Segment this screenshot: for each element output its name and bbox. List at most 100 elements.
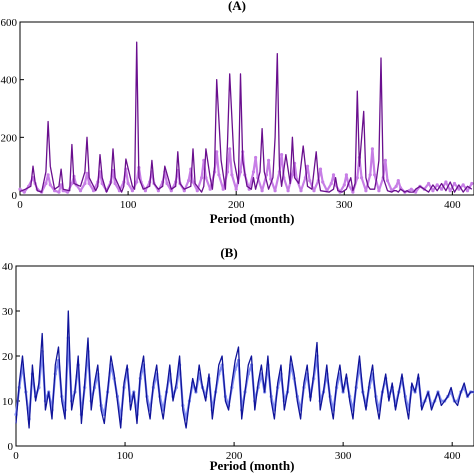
data-point-fitted <box>91 189 96 193</box>
data-point-fitted <box>344 173 348 177</box>
y-tick-label: 200 <box>1 132 18 144</box>
y-tick-label: 30 <box>2 306 14 318</box>
data-point-fitted <box>394 184 398 188</box>
data-point-fitted <box>273 189 277 193</box>
data-point-fitted <box>156 189 160 193</box>
series-line-observed <box>19 41 473 193</box>
data-point-fitted <box>59 183 63 187</box>
data-point-fitted <box>286 189 290 193</box>
data-point-fitted <box>48 183 52 187</box>
panel-b-series <box>14 310 474 429</box>
panel-b-y-ticks: 0 10 20 30 40 <box>2 261 20 453</box>
panel-a-y-ticks: 0 200 400 600 <box>1 17 24 202</box>
data-point-fitted <box>46 173 50 177</box>
data-point-fitted <box>234 187 238 191</box>
data-point-fitted <box>308 179 312 183</box>
data-point-fitted <box>78 189 83 193</box>
data-point-fitted <box>396 179 400 183</box>
data-point-fitted <box>200 176 204 180</box>
data-point-fitted <box>370 147 374 151</box>
data-point-fitted <box>18 187 22 191</box>
panel-a: (A) 0 200 400 600 0 100 200 300 400 Period (mon… <box>1 0 474 226</box>
data-point-fitted <box>383 158 387 162</box>
data-point-fitted <box>398 186 403 190</box>
panel-a-x-axis-label: Period (month) <box>210 211 295 226</box>
x-tick-label: 200 <box>228 199 245 211</box>
data-point-fitted <box>208 187 212 191</box>
series-line-observed <box>15 310 474 429</box>
data-point-fitted <box>182 189 186 193</box>
data-point-fitted <box>321 180 325 184</box>
data-point-fitted <box>254 155 258 160</box>
x-tick-label: 0 <box>13 450 19 462</box>
data-point-fitted <box>85 171 89 175</box>
data-point-fitted <box>195 189 199 193</box>
data-point-fitted <box>409 187 413 191</box>
data-point-fitted <box>135 180 139 184</box>
data-point-fitted <box>373 173 377 177</box>
data-point-fitted <box>230 173 234 177</box>
y-tick-label: 0 <box>12 190 18 202</box>
y-tick-label: 10 <box>2 396 14 408</box>
x-tick-label: 0 <box>17 199 23 211</box>
data-point-fitted <box>57 190 61 194</box>
data-point-fitted <box>364 189 368 193</box>
panel-b: (B) 0 10 20 30 40 0 100 200 300 400 Period (mont… <box>2 245 474 473</box>
data-point-fitted <box>53 189 57 193</box>
data-point-fitted <box>385 179 390 183</box>
x-tick-label: 300 <box>335 450 352 462</box>
data-point-fitted <box>187 179 191 183</box>
data-point-fitted <box>113 181 117 186</box>
panel-a-series <box>18 41 474 194</box>
data-point-fitted <box>427 181 431 186</box>
data-point-fitted <box>130 189 134 193</box>
data-point-fitted <box>260 189 264 193</box>
panel-b-frame <box>15 265 474 447</box>
data-point-fitted <box>299 189 303 193</box>
data-point-fitted <box>126 181 130 186</box>
panel-a-title: (A) <box>228 0 246 13</box>
y-tick-label: 40 <box>2 261 14 273</box>
data-point-fitted <box>360 176 364 180</box>
data-point-fitted <box>267 158 271 162</box>
x-tick-label: 200 <box>226 450 243 462</box>
y-tick-label: 20 <box>2 351 14 363</box>
data-point-fitted <box>221 187 225 191</box>
data-point-fitted <box>165 181 169 186</box>
data-point-fitted <box>305 164 310 168</box>
data-point-fitted <box>448 189 452 193</box>
x-tick-label: 400 <box>444 199 461 211</box>
data-point-fitted <box>251 170 256 174</box>
data-point-fitted <box>70 181 74 186</box>
panel-a-frame <box>19 21 474 196</box>
x-tick-label: 100 <box>117 450 134 462</box>
data-point-fitted <box>470 181 474 186</box>
y-tick-label: 0 <box>8 441 14 453</box>
panel-a-x-ticks: 0 100 200 300 400 <box>17 191 461 211</box>
data-point-fitted <box>331 173 336 177</box>
data-point-fitted <box>191 180 195 184</box>
data-point-fitted <box>204 176 208 180</box>
data-point-fitted <box>377 189 381 193</box>
data-point-fitted <box>368 173 372 177</box>
data-point-fitted <box>66 190 70 194</box>
data-point-fitted <box>457 187 461 191</box>
x-tick-label: 400 <box>444 450 461 462</box>
data-point-fitted <box>238 170 243 174</box>
data-point-fitted <box>100 181 104 186</box>
data-point-fitted <box>215 150 219 154</box>
panel-b-title: (B) <box>220 245 237 260</box>
y-tick-label: 600 <box>1 17 18 29</box>
data-point-fitted <box>169 189 173 193</box>
data-point-fitted <box>290 173 294 177</box>
data-point-fitted <box>444 180 448 184</box>
data-point-fitted <box>44 181 48 186</box>
data-point-fitted <box>342 183 346 187</box>
data-point-fitted <box>431 189 435 193</box>
panel-b-x-axis-label: Period (month) <box>210 458 295 473</box>
data-point-fitted <box>217 173 221 177</box>
x-tick-label: 300 <box>336 199 353 211</box>
data-point-fitted <box>465 189 470 193</box>
data-point-fitted <box>280 153 284 157</box>
